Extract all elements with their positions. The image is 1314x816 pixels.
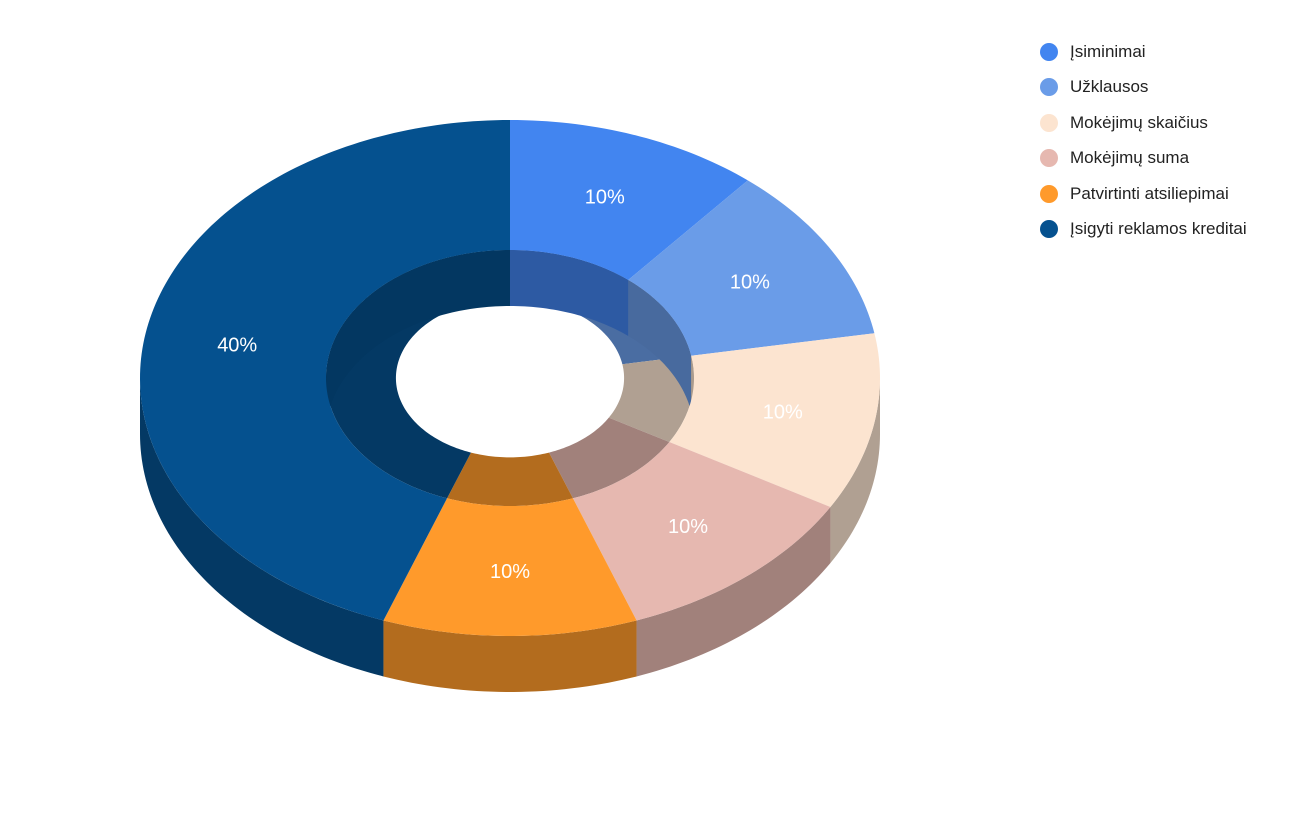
legend-swatch-icon [1040, 184, 1058, 203]
slice-3 [572, 442, 831, 621]
chart-legend: Įsiminimai Užklausos Mokėjimų skaičius M… [1040, 34, 1247, 247]
inner-wall-5-1 [326, 250, 510, 434]
slice-label-4: 10% [490, 561, 530, 583]
inner-floor-2 [608, 355, 694, 442]
legend-item-uzklausos[interactable]: Užklausos [1040, 70, 1247, 106]
slice-label-3: 10% [668, 516, 708, 538]
legend-item-patvirtinti-atsiliepimai[interactable]: Patvirtinti atsiliepimai [1040, 176, 1247, 212]
legend-label: Įsiminimai [1070, 41, 1146, 61]
legend-label: Mokėjimų skaičius [1070, 112, 1208, 132]
legend-swatch-icon [1040, 42, 1058, 61]
slice-label-2: 10% [763, 402, 803, 424]
slice-1 [628, 180, 875, 356]
inner-floor-3 [549, 417, 670, 499]
legend-item-mokejimu-skaicius[interactable]: Mokėjimų skaičius [1040, 105, 1247, 141]
inner-floor-4 [447, 452, 573, 506]
legend-swatch-icon [1040, 78, 1058, 97]
legend-item-isigyti-reklamos-kreditai[interactable]: Įsigyti reklamos kreditai [1040, 212, 1247, 248]
legend-label: Užklausos [1070, 77, 1149, 97]
legend-label: Patvirtinti atsiliepimai [1070, 183, 1229, 203]
slice-label-1: 10% [730, 272, 770, 294]
legend-item-isiminimai[interactable]: Įsiminimai [1040, 34, 1247, 70]
slice-5 [140, 120, 510, 621]
slice-2 [669, 333, 880, 507]
legend-swatch-icon [1040, 149, 1058, 168]
slice-label-5: 40% [217, 334, 257, 356]
inner-wall-1-0 [628, 279, 692, 412]
slice-label-layer: 10% 10% 10% 10% 10% 40% [217, 187, 803, 583]
inner-wall-0-0 [510, 250, 629, 336]
legend-item-mokejimu-suma[interactable]: Mokėjimų suma [1040, 141, 1247, 177]
outer-wall-5 [140, 378, 384, 677]
slice-4 [383, 498, 637, 636]
legend-label: Įsigyti reklamos kreditai [1070, 219, 1247, 239]
legend-swatch-icon [1040, 113, 1058, 132]
legend-swatch-icon [1040, 220, 1058, 239]
outer-wall-4 [383, 620, 637, 692]
slice-label-0: 10% [585, 187, 625, 209]
top-face-layer [140, 120, 880, 636]
slice-0 [510, 120, 748, 280]
outer-wall-2 [830, 378, 880, 563]
legend-label: Mokėjimų suma [1070, 148, 1190, 168]
outer-wall-3 [636, 507, 831, 677]
outer-wall-layer [140, 378, 880, 692]
